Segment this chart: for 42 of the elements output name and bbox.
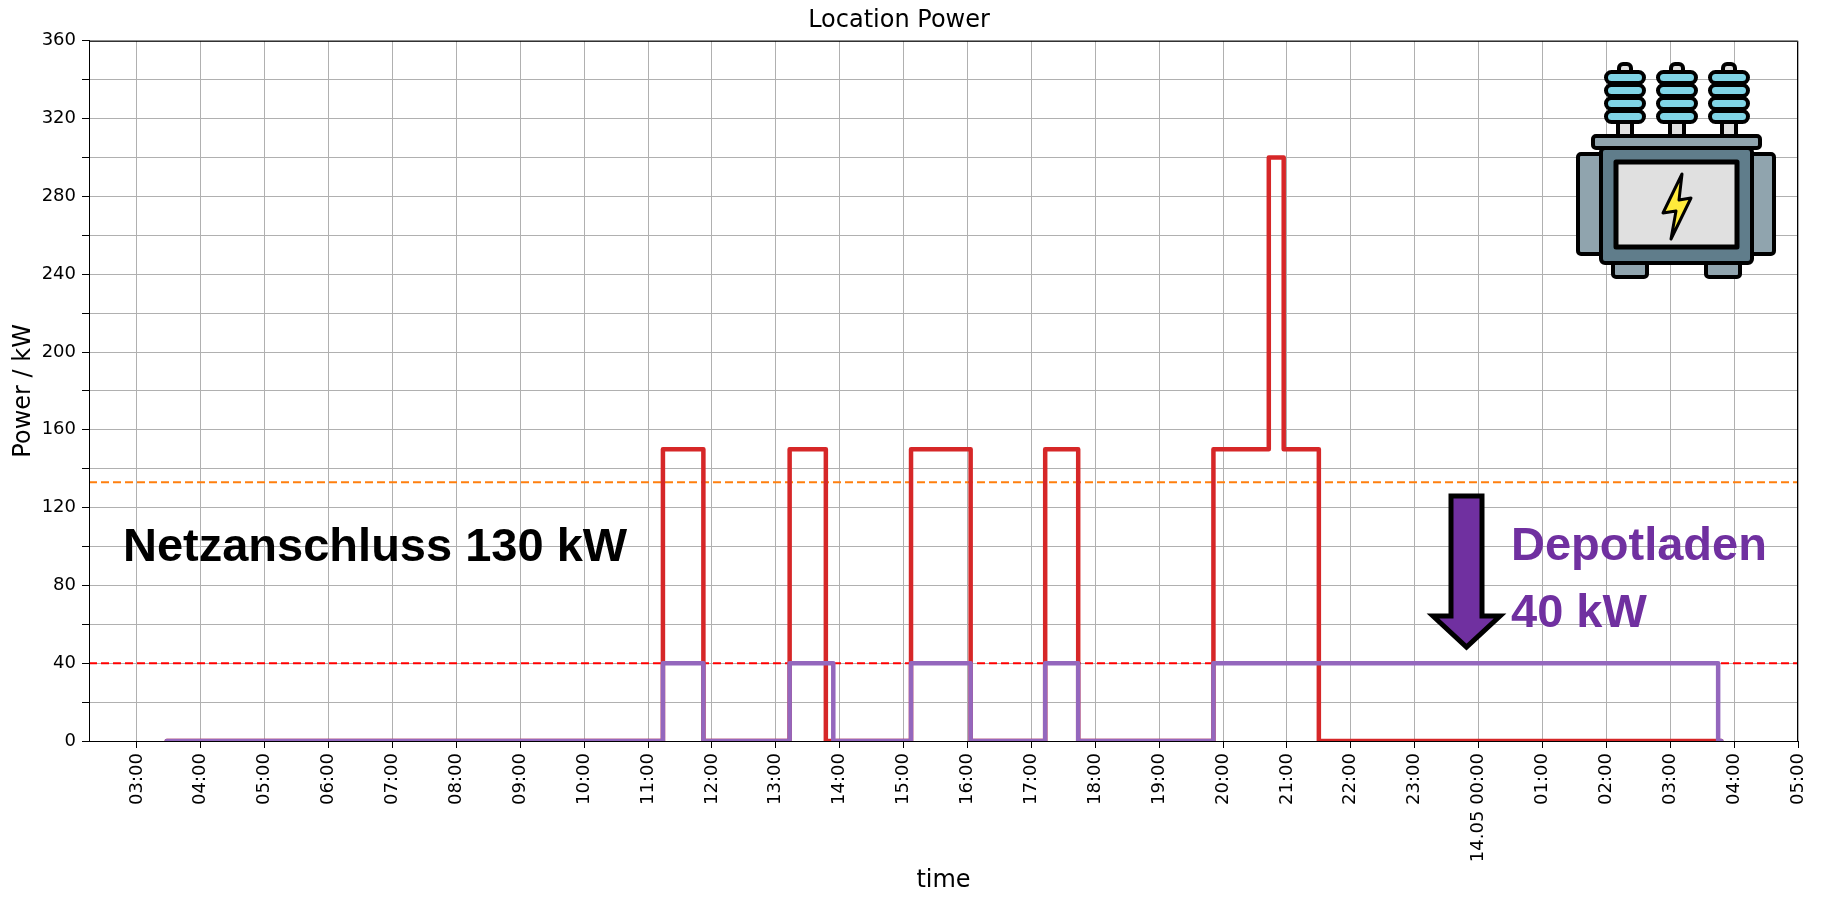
x-tick-label: 17:00: [1019, 753, 1041, 805]
x-tick-label: 14:00: [827, 753, 849, 805]
y-tick-label: 0: [64, 728, 76, 750]
x-tick-label: 05:00: [252, 753, 274, 805]
x-tick-label: 16:00: [955, 753, 977, 805]
x-tick-label: 15:00: [891, 753, 913, 805]
y-tick-label: 360: [41, 28, 76, 50]
x-tick-label: 20:00: [1210, 753, 1232, 805]
x-tick-label: 11:00: [635, 753, 657, 805]
x-tick-label: 09:00: [507, 753, 529, 805]
x-tick-label: 12:00: [699, 753, 721, 805]
chart-title: Location Power: [808, 4, 990, 33]
x-tick-label: 21:00: [1274, 753, 1296, 805]
y-tick-label: 40: [53, 650, 76, 672]
x-tick-label: 19:00: [1146, 753, 1168, 805]
x-tick-label: 04:00: [188, 753, 210, 805]
y-tick-label: 160: [41, 417, 76, 439]
x-tick-label: 13:00: [763, 753, 785, 805]
x-tick-label: 03:00: [124, 753, 146, 805]
x-axis-title: time: [916, 864, 971, 893]
x-tick-label: 22:00: [1338, 753, 1360, 805]
y-tick-label: 200: [41, 339, 76, 361]
x-tick-label: 08:00: [444, 753, 466, 805]
ref-line-label: Depotladen 40 kW: [1511, 517, 1767, 638]
x-tick-label: 02:00: [1594, 753, 1616, 805]
x-tick-label: 07:00: [380, 753, 402, 805]
x-tick-label: 03:00: [1657, 753, 1679, 805]
x-tick-label: 10:00: [571, 753, 593, 805]
y-tick-label: 320: [41, 106, 76, 128]
x-tick-label: 14.05 00:00: [1466, 753, 1488, 863]
ref-line-label: Netzanschluss 130 kW: [123, 518, 628, 572]
x-tick-label: 18:00: [1082, 753, 1104, 805]
y-tick-label: 80: [53, 573, 76, 595]
x-tick-label: 05:00: [1785, 753, 1807, 805]
y-axis-title: Power / kW: [7, 324, 36, 458]
x-tick-label: 06:00: [316, 753, 338, 805]
y-tick-label: 120: [41, 495, 76, 517]
x-tick-label: 01:00: [1530, 753, 1552, 805]
y-tick-label: 280: [41, 184, 76, 206]
y-tick-label: 240: [41, 261, 76, 283]
x-tick-label: 23:00: [1402, 753, 1424, 805]
x-tick-label: 04:00: [1721, 753, 1743, 805]
